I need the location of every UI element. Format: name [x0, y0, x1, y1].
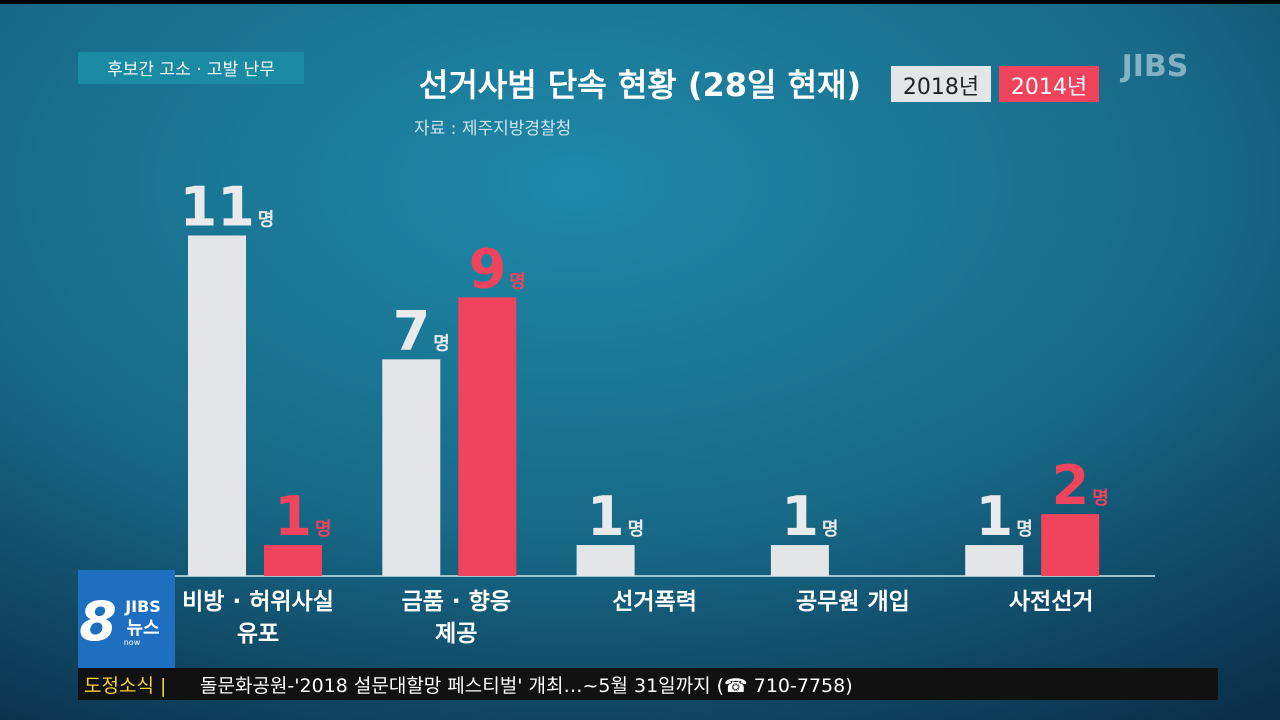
broadcaster-logo: JIBS: [1120, 49, 1189, 84]
bar: [188, 235, 246, 576]
bar: [965, 545, 1024, 576]
x-tick-label: 유포: [237, 621, 279, 647]
legend-swatch: [999, 66, 1099, 102]
value-label: 11 명: [180, 175, 275, 238]
caption: 후보간 고소 · 고발 난무: [107, 60, 275, 80]
source: 자료 : 제주지방경찰청: [414, 119, 571, 139]
program-sub: now: [124, 638, 141, 647]
ticker-section: 도정소식 |: [84, 675, 166, 697]
bar: [264, 545, 322, 576]
legend-swatch: [891, 66, 991, 102]
x-tick-label: 공무원 개입: [796, 589, 910, 615]
ticker-bar: [78, 668, 1218, 700]
ticker-text: 돌문화공원-'2018 설문대할망 페스티벌' 개최…~5월 31일까지 (☎ …: [200, 675, 853, 697]
legend-label: 2018년: [903, 75, 979, 100]
program-name: 뉴스: [126, 618, 159, 639]
bar: [1041, 514, 1100, 576]
bar: [382, 359, 441, 576]
x-tick-label: 선거폭력: [612, 589, 697, 615]
x-tick-label: 사전선거: [1009, 589, 1094, 615]
chart-title: 선거사범 단속 현황 (28일 현재): [419, 66, 861, 104]
program-number: 8: [79, 590, 117, 653]
program-logo-box: [78, 570, 175, 668]
x-tick-label: 금품 · 향응: [402, 589, 511, 615]
program-brand: JIBS: [124, 597, 161, 616]
x-tick-label: 제공: [435, 621, 477, 647]
x-tick-label: 비방 · 허위사실: [182, 589, 334, 615]
legend-label: 2014년: [1011, 75, 1087, 100]
bar: [458, 297, 517, 576]
bar: [770, 545, 829, 576]
bar: [576, 545, 635, 576]
caption-box: [78, 52, 304, 84]
